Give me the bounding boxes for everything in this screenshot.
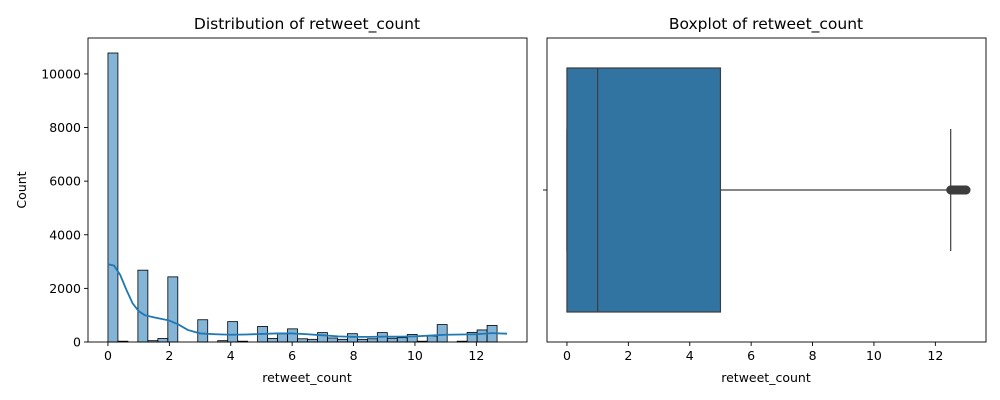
kde-line <box>107 263 508 338</box>
histogram-bar <box>287 328 298 343</box>
histogram-bar <box>476 329 488 343</box>
histogram-x-tick-label: 0 <box>104 348 112 363</box>
histogram-bar <box>277 333 288 343</box>
histogram-x-tick-label: 2 <box>165 348 173 363</box>
histogram-y-tick-label: 2000 <box>49 281 81 296</box>
histogram-y-tick-label: 0 <box>73 335 81 350</box>
histogram-x-tick-label: 8 <box>350 348 358 363</box>
histogram-bar <box>107 52 119 343</box>
histogram-x-tick-label: 4 <box>227 348 235 363</box>
boxplot-x-tick-label: 12 <box>927 348 943 363</box>
histogram-bars <box>107 52 498 343</box>
boxplot-x-tick-label: 10 <box>866 348 882 363</box>
histogram-bar <box>366 338 378 343</box>
histogram-bar <box>396 337 408 343</box>
histogram-x-tick-label: 10 <box>407 348 423 363</box>
histogram-bar <box>157 338 169 343</box>
histogram-y-tick-label: 10000 <box>41 66 81 81</box>
histogram-bar <box>347 333 358 343</box>
boxplot-title: Boxplot of retweet_count <box>669 15 863 34</box>
histogram-bar <box>436 324 448 343</box>
histogram-bar <box>137 269 149 343</box>
histogram-bar <box>167 276 179 343</box>
histogram-title: Distribution of retweet_count <box>194 15 420 34</box>
histogram-bar <box>327 337 338 343</box>
boxplot-x-tick-label: 6 <box>747 348 755 363</box>
boxplot-outlier <box>961 185 971 195</box>
histogram-x-tick-label: 6 <box>288 348 296 363</box>
histogram-bar <box>267 338 278 343</box>
boxplot-x-ticks: 0 2 4 6 8 10 12 <box>563 342 943 363</box>
histogram-y-ticks: 0 2000 4000 6000 8000 10000 <box>41 66 88 350</box>
boxplot-elements <box>566 67 971 313</box>
boxplot-box <box>566 67 722 313</box>
boxplot-chart: Boxplot of retweet_count 0 2 4 6 8 10 12 retwe… <box>543 15 987 385</box>
histogram-x-tick-label: 12 <box>468 348 484 363</box>
histogram-y-label: Count <box>14 171 29 208</box>
histogram-y-tick-label: 4000 <box>49 227 81 242</box>
histogram-bar <box>297 338 308 343</box>
histogram-bar <box>227 321 239 343</box>
histogram-bar <box>426 335 438 343</box>
boxplot-x-label: retweet_count <box>721 370 811 385</box>
boxplot-x-tick-label: 8 <box>809 348 817 363</box>
histogram-bar <box>317 332 328 343</box>
histogram-bar <box>197 319 209 343</box>
histogram-bar <box>386 337 398 343</box>
histogram-frame <box>87 37 528 343</box>
histogram-y-tick-label: 8000 <box>49 120 81 135</box>
boxplot-x-tick-label: 2 <box>624 348 632 363</box>
boxplot-x-tick-label: 0 <box>563 348 571 363</box>
boxplot-x-tick-label: 4 <box>686 348 694 363</box>
histogram-y-tick-label: 6000 <box>49 174 81 189</box>
histogram-x-ticks: 0 2 4 6 8 10 12 <box>104 342 484 363</box>
histogram-x-label: retweet_count <box>262 370 352 385</box>
histogram-chart: Distribution of retweet_count 0 2 4 6 8 10 12 … <box>14 15 528 385</box>
